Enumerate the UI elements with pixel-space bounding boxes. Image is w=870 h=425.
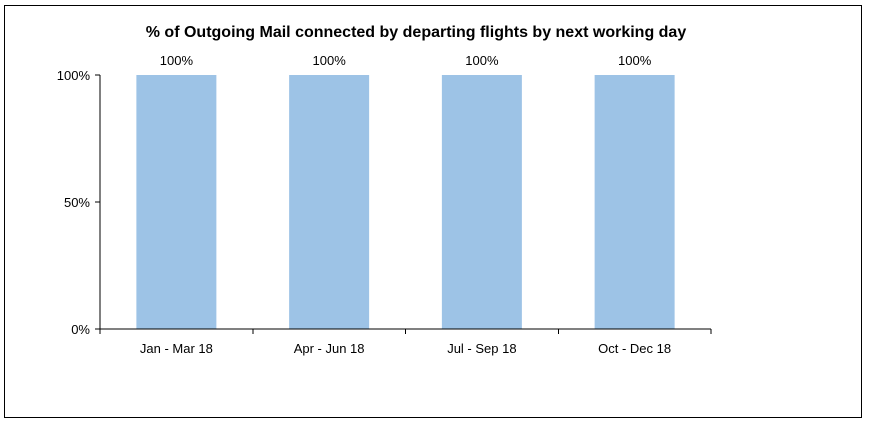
data-label-3: 100%	[465, 53, 499, 68]
y-tick-label-3: 100%	[57, 68, 91, 83]
x-tick-label-4: Oct - Dec 18	[598, 341, 671, 356]
data-label-4: 100%	[618, 53, 652, 68]
bar-4	[594, 75, 675, 329]
data-label-2: 100%	[313, 53, 347, 68]
bar-1	[136, 75, 217, 329]
bars-group: 100% 100% 100% 100%	[136, 53, 675, 329]
data-label-1: 100%	[160, 53, 194, 68]
x-tick-label-1: Jan - Mar 18	[140, 341, 213, 356]
x-tick-label-3: Jul - Sep 18	[447, 341, 516, 356]
axes-group: Jan - Mar 18 Apr - Jun 18 Jul - Sep 18 Oct …	[57, 68, 712, 356]
y-tick-label-2: 50%	[64, 195, 90, 210]
bar-3	[441, 75, 522, 329]
chart-title: % of Outgoing Mail connected by departin…	[146, 24, 687, 41]
bar-2	[289, 75, 370, 329]
y-tick-label-1: 0%	[71, 322, 90, 337]
x-tick-label-2: Apr - Jun 18	[294, 341, 365, 356]
